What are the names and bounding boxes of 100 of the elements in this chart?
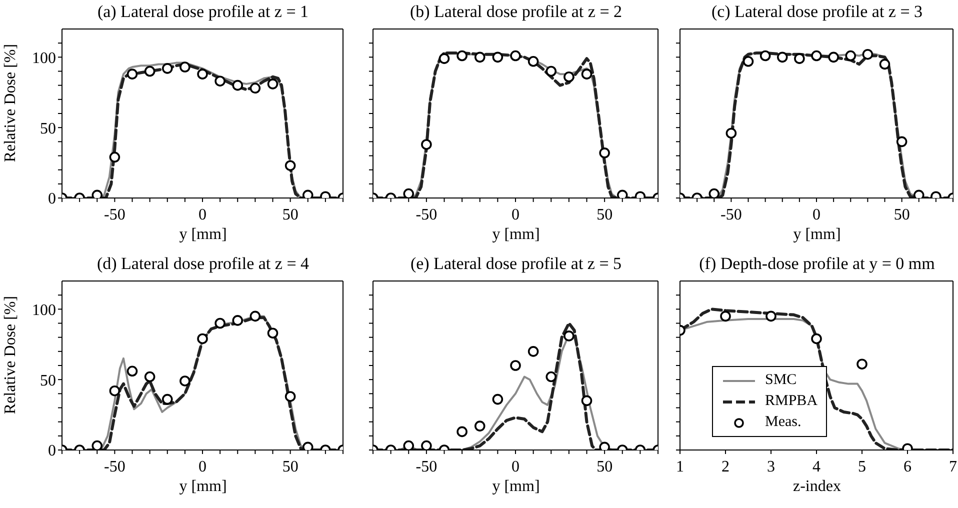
point: [214, 76, 226, 87]
point: [794, 53, 805, 64]
point: [492, 52, 504, 63]
point: [197, 68, 208, 80]
point: [811, 50, 822, 62]
point: [250, 310, 261, 322]
point: [250, 82, 261, 94]
point: [742, 56, 754, 67]
x-axis-title: y [mm]: [491, 478, 541, 496]
point: [510, 360, 521, 371]
x-tick-label: -50: [416, 458, 438, 476]
y-axis-title: Relative Dose [%]: [2, 296, 20, 414]
point: [546, 66, 557, 77]
point: [232, 315, 244, 326]
x-tick-label: -50: [104, 206, 126, 224]
x-tick-label: 3: [767, 458, 775, 476]
point: [828, 52, 839, 63]
y-axis-title: Relative Dose [%]: [2, 44, 20, 162]
point: [528, 56, 539, 67]
point: [92, 190, 103, 198]
point: [599, 148, 610, 158]
point: [438, 53, 450, 64]
point: [232, 80, 244, 91]
point: [720, 310, 731, 322]
point: [92, 440, 103, 450]
point: [913, 190, 924, 198]
point: [403, 440, 414, 450]
chart-title: (d) Lateral dose profile at z = 4: [96, 254, 310, 274]
x-tick-label: 5: [858, 458, 866, 476]
point: [214, 318, 226, 329]
y-tick-label: 100: [32, 302, 56, 319]
y-tick-label: 100: [32, 50, 56, 67]
point: [474, 52, 486, 63]
x-tick-label: 50: [282, 458, 298, 476]
x-tick-label: 0: [812, 206, 820, 224]
x-axis-title: y [mm]: [792, 226, 842, 244]
x-axis-title: y [mm]: [178, 226, 228, 244]
y-tick-label: 50: [40, 120, 56, 138]
point: [144, 66, 156, 77]
point: [403, 188, 414, 198]
x-tick-label: 50: [894, 206, 910, 224]
point: [180, 62, 190, 72]
x-tick-label: 1: [676, 458, 684, 476]
point: [726, 128, 737, 139]
x-axis-title: y [mm]: [178, 478, 228, 496]
point: [616, 190, 628, 198]
x-tick-label: -50: [416, 206, 438, 224]
x-tick-label: 7: [949, 458, 957, 476]
point: [421, 139, 432, 150]
point: [492, 394, 504, 405]
legend-label: Meas.: [765, 414, 802, 431]
point: [708, 188, 720, 198]
point: [845, 50, 856, 62]
point: [546, 371, 557, 382]
point: [564, 330, 574, 342]
x-tick-label: 0: [512, 458, 520, 476]
point: [109, 152, 120, 163]
x-tick-label: 0: [198, 458, 206, 476]
point: [474, 420, 486, 432]
point: [896, 136, 908, 148]
point: [811, 333, 822, 344]
chart-title: (b) Lateral dose profile at z = 2: [408, 2, 624, 22]
point: [421, 440, 432, 450]
point: [456, 50, 468, 62]
x-tick-label: 0: [512, 206, 520, 224]
y-tick-label: 50: [40, 372, 56, 390]
chart-title: (a) Lateral dose profile at z = 1: [96, 2, 310, 22]
point: [581, 68, 592, 80]
point: [162, 394, 173, 405]
legend-label: RMPBA: [765, 393, 818, 410]
point: [528, 346, 539, 357]
x-tick-label: 6: [904, 458, 912, 476]
point: [197, 333, 208, 344]
x-tick-label: 50: [282, 206, 298, 224]
point: [180, 376, 190, 386]
point: [599, 442, 610, 450]
point: [510, 50, 521, 62]
point: [267, 328, 278, 339]
y-tick-label: 0: [48, 190, 56, 208]
point: [302, 442, 314, 450]
x-tick-label: 0: [198, 206, 206, 224]
y-tick-label: 0: [48, 442, 56, 460]
x-tick-label: 50: [596, 458, 613, 476]
point: [267, 78, 278, 90]
point: [144, 371, 156, 382]
point: [126, 68, 138, 80]
point: [302, 190, 314, 198]
x-tick-label: -50: [720, 206, 742, 224]
point: [862, 48, 874, 60]
x-tick-label: -50: [104, 458, 126, 476]
x-tick-label: 2: [722, 458, 730, 476]
point: [760, 50, 771, 62]
x-axis-title: y [mm]: [491, 226, 541, 244]
point: [776, 52, 788, 63]
point: [856, 358, 868, 370]
chart-title: (f) Depth-dose profile at y = 0 mm: [698, 254, 936, 274]
point: [109, 385, 120, 396]
chart-title: (c) Lateral dose profile at z = 3: [710, 2, 924, 22]
point: [126, 366, 138, 377]
chart-title: (e) Lateral dose profile at z = 5: [409, 254, 623, 274]
